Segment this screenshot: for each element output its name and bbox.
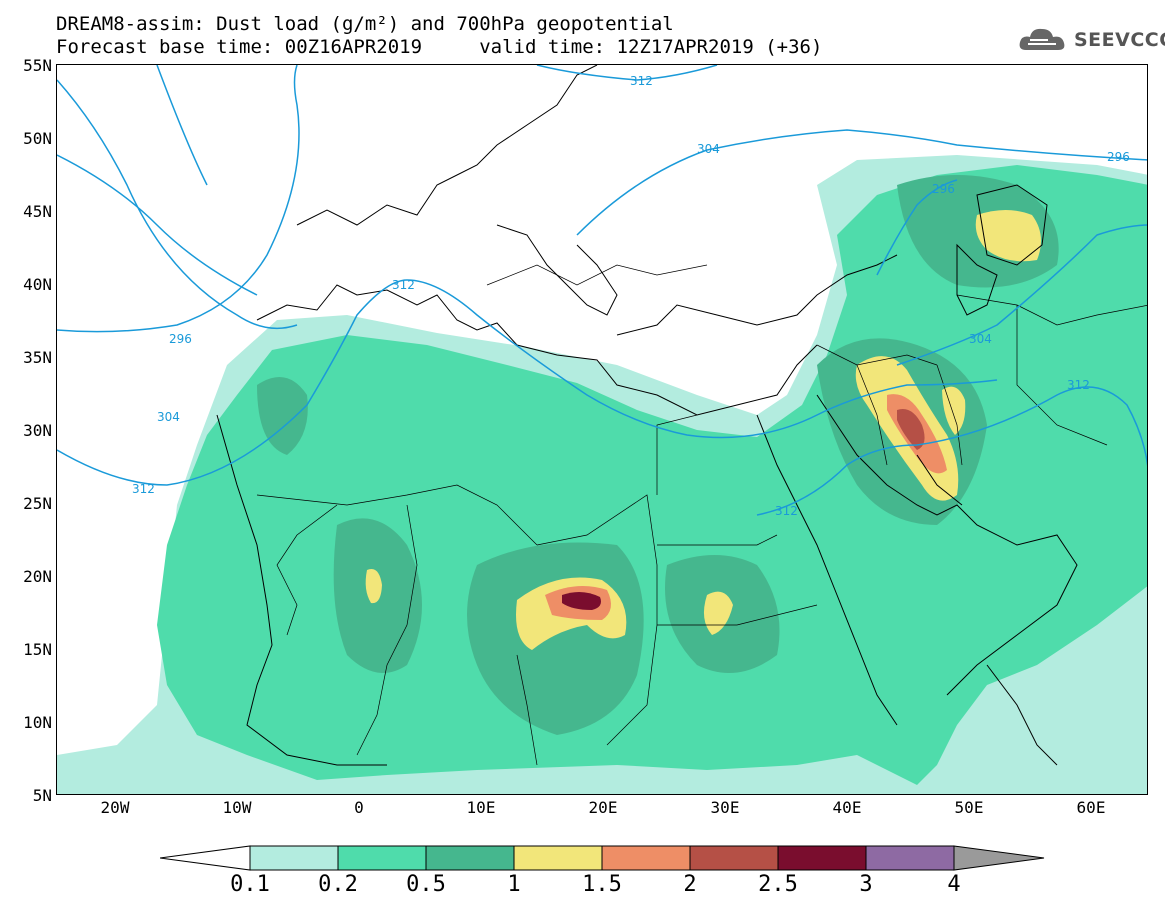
colorbar-bin-2	[337, 845, 427, 871]
country-borders	[256, 264, 1147, 766]
contour-304-east	[896, 224, 1147, 366]
colorbar-label-2-5: 2.5	[758, 872, 798, 897]
lat-label-20n: 20N	[23, 567, 52, 586]
dust-load-map[interactable]: 312 304 296 296 312 296 304 312 312 304 …	[56, 64, 1148, 795]
contour-label-312-w: 312	[392, 278, 415, 292]
contour-312-west	[57, 279, 998, 486]
colorbar-label-1-5: 1.5	[582, 872, 622, 897]
dust-area-yellow-sudan	[703, 591, 733, 635]
lon-label-40e: 40E	[832, 798, 862, 817]
map-title: DREAM8-assim: Dust load (g/m²) and 700hP…	[56, 13, 674, 35]
colorbar-label-3: 3	[859, 872, 873, 897]
lon-label-60e: 60E	[1076, 798, 1106, 817]
colorbar-bin-6	[689, 845, 779, 871]
colorbar-bin-8	[865, 845, 955, 871]
contour-296-caspian	[876, 179, 958, 276]
contour-label-312-e: 312	[1067, 378, 1090, 392]
lon-label-10w: 10W	[222, 798, 252, 817]
contour-312-north	[536, 65, 718, 81]
dust-load-colorbar	[160, 845, 1045, 871]
colorbar-bin-5	[601, 845, 691, 871]
colorbar-bin-7	[777, 845, 867, 871]
colorbar-label-0-2: 0.2	[318, 872, 358, 897]
contour-312-south	[156, 65, 208, 186]
lon-label-20w: 20W	[100, 798, 130, 817]
lat-label-35n: 35N	[23, 348, 52, 367]
colorbar-label-2: 2	[683, 872, 697, 897]
contour-labels: 312 304 296 296 312 296 304 312 312 304 …	[132, 74, 1130, 518]
lat-label-45n: 45N	[23, 202, 52, 221]
colorbar-high-arrow	[953, 845, 1045, 871]
colorbar-label-0-1: 0.1	[230, 872, 270, 897]
colorbar-bin-1	[249, 845, 339, 871]
colorbar-bin-4	[513, 845, 603, 871]
dust-area-yellow-mali	[365, 569, 382, 604]
lon-label-20e: 20E	[588, 798, 618, 817]
colorbar-label-0-5: 0.5	[406, 872, 446, 897]
contour-296-west	[57, 65, 300, 333]
lon-label-10e: 10E	[466, 798, 496, 817]
contour-label-296-w: 296	[169, 332, 192, 346]
lat-label-15n: 15N	[23, 640, 52, 659]
cloud-icon	[1019, 28, 1065, 50]
lon-label-30e: 30E	[710, 798, 740, 817]
contour-304-west	[57, 79, 298, 330]
lat-label-30n: 30N	[23, 421, 52, 440]
geopotential-contours	[57, 65, 1147, 516]
map-canvas: 312 304 296 296 312 296 304 312 312 304 …	[57, 65, 1147, 794]
dust-area-maroon-chad	[562, 591, 601, 610]
colorbar-bin-3	[425, 845, 515, 871]
lon-label-50e: 50E	[954, 798, 984, 817]
coastlines	[216, 65, 1078, 766]
contour-label-312-n: 312	[630, 74, 653, 88]
colorbar-label-4: 4	[947, 872, 961, 897]
contour-label-312-se: 312	[775, 504, 798, 518]
dust-area-brown-iraq	[897, 409, 925, 450]
lat-label-50n: 50N	[23, 129, 52, 148]
contour-label-304-n: 304	[697, 142, 720, 156]
contour-312-east	[756, 386, 1147, 516]
lat-label-5n: 5N	[32, 786, 52, 805]
colorbar-low-arrow	[160, 845, 251, 871]
lat-label-10n: 10N	[23, 713, 52, 732]
forecast-time-line: Forecast base time: 00Z16APR2019 valid t…	[56, 36, 823, 58]
lat-label-55n: 55N	[23, 56, 52, 75]
dust-area-yellow-iran	[942, 386, 966, 435]
dust-area-yellow-kazakh	[975, 210, 1041, 262]
colorbar-label-1: 1	[507, 872, 521, 897]
contour-label-296-c: 296	[932, 182, 955, 196]
contour-304-channel	[57, 154, 258, 296]
lat-label-40n: 40N	[23, 275, 52, 294]
contour-label-304-w: 304	[157, 410, 180, 424]
contour-304-north	[576, 129, 1147, 236]
contour-label-296-ne: 296	[1107, 150, 1130, 164]
lat-label-25n: 25N	[23, 494, 52, 513]
contour-label-304-e: 304	[969, 332, 992, 346]
logo-text: SEEVCCC	[1074, 29, 1165, 51]
seevccc-logo: SEEVCCC	[1018, 24, 1165, 58]
lon-label-0: 0	[354, 798, 364, 817]
contour-label-312-sw: 312	[132, 482, 155, 496]
dust-area-dark-6	[257, 377, 308, 455]
